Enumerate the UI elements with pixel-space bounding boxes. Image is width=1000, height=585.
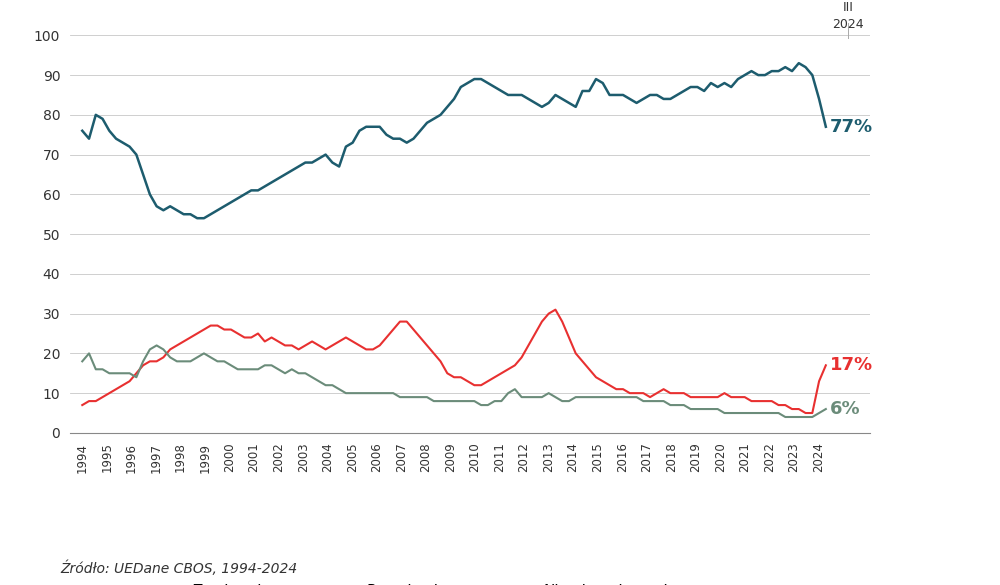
Przeciwnicy xyxy=(266,334,278,341)
Zwolennicy xyxy=(428,115,440,122)
Niezdecydowani xyxy=(806,414,818,421)
Przeciwnicy xyxy=(800,410,812,417)
Niezdecydowani xyxy=(76,358,88,365)
Przeciwnicy xyxy=(806,410,818,417)
Niezdecydowani xyxy=(272,366,284,373)
Przeciwnicy xyxy=(820,362,832,369)
Przeciwnicy xyxy=(549,306,561,313)
Niezdecydowani xyxy=(151,342,163,349)
Przeciwnicy xyxy=(353,342,365,349)
Zwolennicy xyxy=(76,127,88,134)
Line: Zwolennicy: Zwolennicy xyxy=(82,63,826,218)
Text: 17%: 17% xyxy=(830,356,873,374)
Text: 77%: 77% xyxy=(830,118,873,136)
Zwolennicy xyxy=(360,123,372,130)
Niezdecydowani xyxy=(360,390,372,397)
Zwolennicy xyxy=(252,187,264,194)
Zwolennicy xyxy=(191,215,203,222)
Zwolennicy xyxy=(793,60,805,67)
Niezdecydowani xyxy=(516,394,528,401)
Zwolennicy xyxy=(272,175,284,182)
Przeciwnicy xyxy=(421,342,433,349)
Niezdecydowani xyxy=(252,366,264,373)
Przeciwnicy xyxy=(76,401,88,408)
Text: 6%: 6% xyxy=(830,400,860,418)
Legend: Zwolennicy, Przeciwnicy, Niezdecydowani: Zwolennicy, Przeciwnicy, Niezdecydowani xyxy=(138,578,674,585)
Zwolennicy xyxy=(806,71,818,78)
Zwolennicy xyxy=(820,123,832,130)
Niezdecydowani xyxy=(428,398,440,405)
Niezdecydowani xyxy=(820,405,832,412)
Zwolennicy xyxy=(516,91,528,98)
Niezdecydowani xyxy=(779,414,791,421)
Line: Niezdecydowani: Niezdecydowani xyxy=(82,345,826,417)
Przeciwnicy xyxy=(245,334,257,341)
Text: III
2024: III 2024 xyxy=(832,1,864,32)
Text: Źródło: UEDane CBOS, 1994-2024: Źródło: UEDane CBOS, 1994-2024 xyxy=(60,561,297,576)
Przeciwnicy xyxy=(509,362,521,369)
Line: Przeciwnicy: Przeciwnicy xyxy=(82,309,826,413)
